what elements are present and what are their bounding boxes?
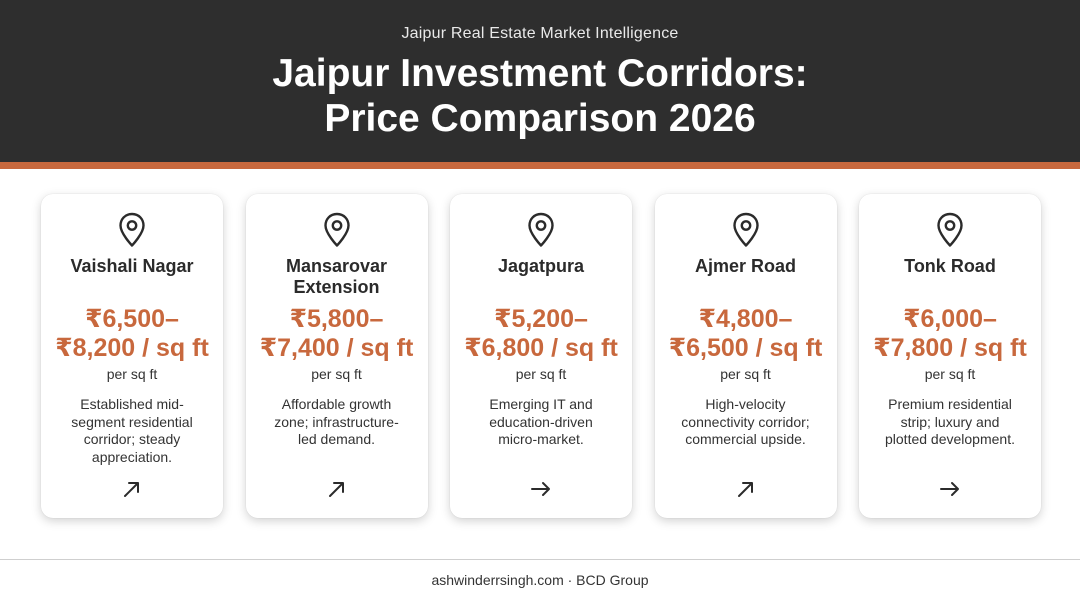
corridor-name: Jagatpura [456, 256, 626, 277]
price-range-line: ₹8,200 / sq ft [55, 334, 209, 362]
page-title-line-2: Price Comparison 2026 [324, 97, 756, 140]
price-range: ₹5,800– ₹7,400 / sq ft [246, 305, 428, 363]
price-unit: per sq ft [106, 366, 158, 382]
header-subtitle: Jaipur Real Estate Market Intelligence [401, 25, 679, 42]
corridor-description-line: Affordable growth [281, 396, 392, 412]
price-range: ₹4,800– ₹6,500 / sq ft [655, 305, 837, 363]
corridor-description: High-velocity connectivity corridor; comme… [671, 396, 821, 449]
price-range-line: ₹4,800– [698, 305, 793, 333]
price-unit: per sq ft [515, 366, 567, 382]
accent-bar [0, 162, 1080, 169]
corridor-description-line: segment residential [71, 413, 193, 430]
corridor-description: Established mid-segment residential corri… [57, 396, 207, 466]
location-pin-icon [323, 212, 351, 248]
corridor-name-line: Vaishali Nagar [70, 256, 194, 276]
arrow-up-right-icon [120, 477, 144, 501]
price-range-line: ₹6,800 / sq ft [464, 334, 618, 362]
corridor-description-line: High-velocity [705, 396, 786, 412]
arrow-right-icon [529, 477, 553, 501]
corridor-name: Ajmer Road [661, 256, 831, 277]
corridor-description: Affordable growth zone; infrastructure-le… [262, 396, 412, 449]
price-range-line: ₹6,500 / sq ft [668, 334, 823, 362]
location-pin-icon [936, 212, 964, 248]
arrow-up-right-icon [325, 477, 349, 501]
corridor-description-line: commercial upside. [685, 431, 806, 447]
price-range-line: ₹5,200– [494, 305, 588, 333]
price-range-line: ₹7,400 / sq ft [259, 334, 414, 362]
corridor-description-line: education-driven [489, 413, 593, 430]
page-title-line-1: Jaipur Investment Corridors: [272, 52, 808, 95]
corridor-description-line: Emerging IT and [489, 396, 593, 412]
corridor-description-line: micro-market. [498, 431, 584, 447]
price-range-line: ₹6,000– [903, 305, 997, 333]
corridor-name: Vaishali Nagar [47, 256, 217, 277]
arrow-right-icon [938, 477, 962, 501]
corridor-name-line: Extension [293, 277, 380, 297]
corridor-card: Mansarovar Extension ₹5,800– ₹7,400 / sq ft… [245, 194, 428, 518]
price-unit: per sq ft [720, 366, 771, 382]
corridor-name-line: Ajmer Road [694, 256, 797, 276]
corridor-description-line: Established mid- [80, 396, 184, 412]
price-range-line: ₹7,800 / sq ft [873, 334, 1027, 362]
corridor-description-line: corridor; steady [83, 431, 181, 447]
corridor-name-line: Jagatpura [497, 256, 585, 276]
price-range: ₹6,500– ₹8,200 / sq ft [41, 305, 223, 363]
corridor-card: Tonk Road ₹6,000– ₹7,800 / sq ft per sq ft P… [859, 194, 1041, 518]
corridor-card: Ajmer Road ₹4,800– ₹6,500 / sq ft per sq ft… [654, 194, 837, 518]
location-pin-icon [732, 212, 760, 248]
corridor-description-line: zone; infrastructure- [274, 413, 399, 430]
location-pin-icon [527, 212, 555, 248]
corridor-description-line: appreciation. [91, 448, 173, 465]
corridor-name-line: Mansarovar [285, 256, 388, 276]
corridor-description-line: led demand. [297, 431, 376, 447]
corridor-description-line: connectivity corridor; [681, 413, 810, 430]
location-pin-icon [118, 212, 146, 248]
corridor-name: Tonk Road [865, 256, 1035, 277]
price-unit: per sq ft [311, 366, 362, 382]
price-range-line: ₹6,500– [85, 305, 179, 333]
corridor-description-line: Premium residential [888, 396, 1012, 412]
corridor-description-line: strip; luxury and [900, 413, 1000, 430]
corridor-card: Vaishali Nagar ₹6,500– ₹8,200 / sq ft per s… [41, 194, 223, 518]
arrow-up-right-icon [734, 477, 758, 501]
corridor-description: Premium residential strip; luxury and plot… [875, 396, 1025, 449]
price-unit: per sq ft [924, 366, 976, 382]
price-range: ₹6,000– ₹7,800 / sq ft [859, 305, 1041, 363]
footer-divider [0, 559, 1080, 560]
corridor-card: Jagatpura ₹5,200– ₹6,800 / sq ft per sq ft E… [450, 194, 632, 518]
corridor-name: Mansarovar Extension [252, 256, 422, 298]
corridor-description-line: plotted development. [885, 431, 1015, 447]
header-banner: Jaipur Real Estate Market Intelligence J… [0, 0, 1080, 162]
corridor-cards: Vaishali Nagar ₹6,500– ₹8,200 / sq ft per s… [41, 194, 1041, 518]
footer-credit: ashwinderrsingh.com · BCD Group [431, 572, 649, 588]
price-range: ₹5,200– ₹6,800 / sq ft [450, 305, 632, 363]
corridor-description: Emerging IT and education-driven micro-mar… [466, 396, 616, 449]
page-title: Jaipur Investment Corridors: Price Compa… [0, 51, 1080, 141]
price-range-line: ₹5,800– [289, 305, 384, 333]
corridor-name-line: Tonk Road [904, 256, 996, 276]
